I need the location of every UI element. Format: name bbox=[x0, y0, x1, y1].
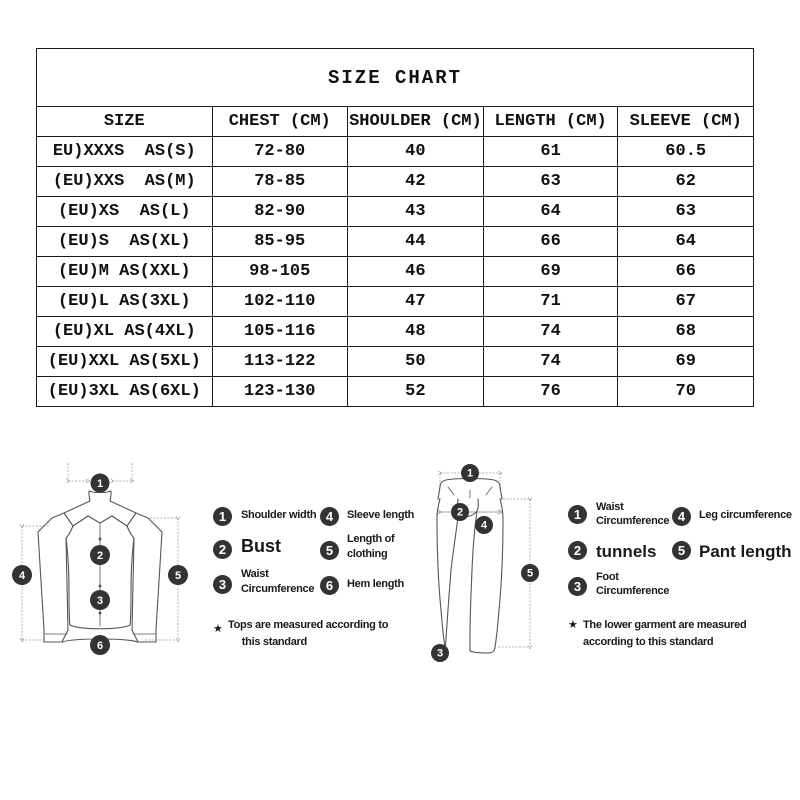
svg-text:3: 3 bbox=[97, 595, 103, 607]
svg-text:5: 5 bbox=[175, 570, 181, 582]
svg-text:5: 5 bbox=[527, 568, 533, 580]
svg-text:1: 1 bbox=[467, 468, 473, 480]
svg-text:1: 1 bbox=[97, 478, 103, 490]
svg-text:2: 2 bbox=[97, 550, 103, 562]
svg-text:2: 2 bbox=[457, 507, 463, 519]
svg-text:4: 4 bbox=[481, 520, 488, 532]
svg-text:6: 6 bbox=[97, 640, 103, 652]
svg-text:3: 3 bbox=[437, 648, 443, 660]
svg-text:4: 4 bbox=[19, 570, 26, 582]
